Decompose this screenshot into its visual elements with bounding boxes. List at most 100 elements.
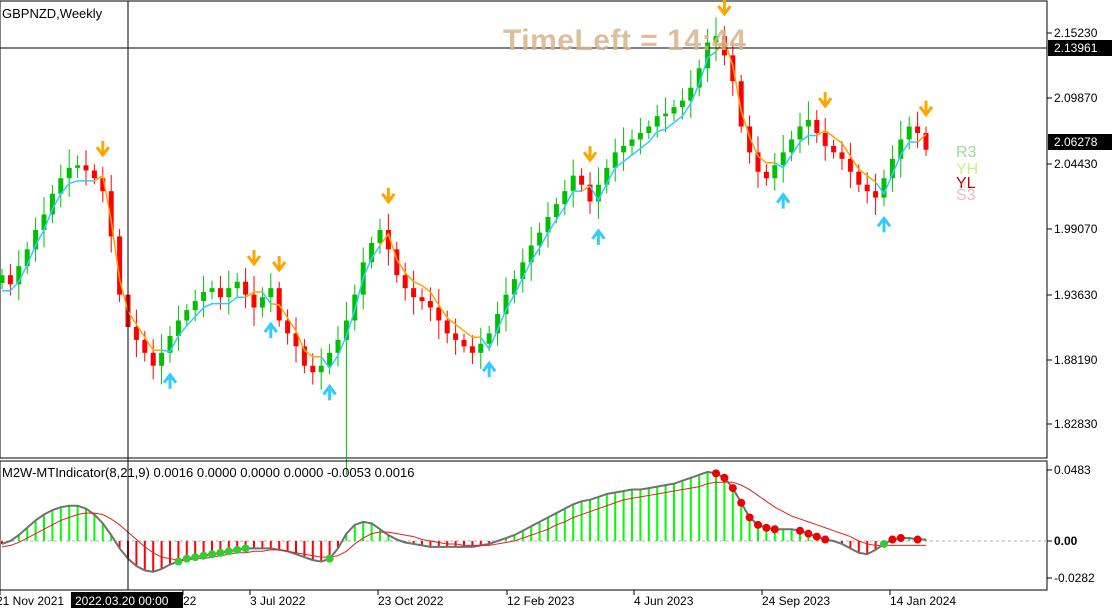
- signal-line: [1, 481, 926, 561]
- indicator-dot: [754, 520, 762, 529]
- sell-arrow-icon: [246, 249, 262, 267]
- indicator-pane[interactable]: [0, 460, 1048, 591]
- indicator-dot: [737, 498, 746, 507]
- time-tick-label: 21 Nov 2021: [0, 594, 64, 608]
- candle-body: [629, 139, 635, 146]
- level-label-yl: YL: [956, 175, 976, 192]
- indicator-dot: [191, 553, 200, 562]
- candle-body: [478, 343, 484, 353]
- price-tick-label: 1.88190: [1054, 353, 1098, 367]
- candle-body: [49, 193, 55, 215]
- candle-body: [713, 35, 719, 43]
- candle-body: [822, 132, 828, 146]
- candle-body: [66, 167, 72, 179]
- indicator-dot: [241, 544, 250, 553]
- candle-body: [797, 126, 803, 140]
- candle-body: [24, 249, 30, 267]
- candle-body: [293, 333, 299, 347]
- candle-body: [654, 116, 660, 127]
- candle-body: [402, 275, 408, 289]
- crosshair-price-box: [1048, 40, 1112, 56]
- candle-body: [545, 217, 551, 233]
- indicator-dot: [712, 469, 720, 478]
- indicator-dot: [804, 529, 813, 538]
- candle-body: [486, 333, 492, 344]
- candle-body: [663, 113, 669, 117]
- candle-body: [747, 126, 753, 153]
- candle-body: [679, 100, 685, 108]
- candle-body: [847, 158, 853, 172]
- candle-body: [503, 294, 509, 315]
- candle-body: [175, 320, 181, 336]
- indicator-dot: [896, 534, 905, 543]
- candle-body: [453, 333, 459, 340]
- candle-body: [41, 214, 47, 230]
- price-axis: 2.15230 2.09870 2.04430 1.99070 1.93630 1.881…: [1047, 26, 1112, 431]
- indicator-dot: [762, 523, 771, 532]
- downtrend-trail-line: [917, 133, 927, 143]
- price-tick-label: 2.09870: [1054, 91, 1098, 105]
- candle-body: [16, 266, 22, 285]
- signal-arrows-group: [95, 0, 934, 401]
- price-tick-label: 2.04430: [1054, 157, 1098, 171]
- buy-arrow-icon: [591, 228, 606, 245]
- uptrend-trail-line: [320, 245, 381, 370]
- buy-arrow-icon: [876, 215, 892, 233]
- candle-body: [537, 232, 543, 246]
- candle-body: [898, 139, 904, 159]
- buy-arrow-icon: [482, 360, 497, 378]
- price-tick-label: 1.82830: [1054, 417, 1098, 431]
- candle-body: [873, 191, 879, 198]
- candle-body: [133, 326, 139, 340]
- candle-body: [696, 68, 702, 88]
- candle-body: [495, 314, 501, 334]
- indicator-dot: [745, 513, 754, 522]
- buy-arrow-icon: [776, 192, 791, 209]
- candle-body: [411, 288, 417, 298]
- indicator-tick-label: 0.0483: [1054, 463, 1091, 477]
- downtrend-trail-line: [245, 291, 263, 298]
- buy-arrow-icon: [263, 321, 278, 339]
- downtrend-trail-line: [581, 185, 591, 192]
- uptrend-trail-line: [261, 291, 272, 305]
- indicator-dot: [888, 535, 897, 544]
- candle-body: [671, 107, 677, 114]
- candle-body: [705, 42, 711, 69]
- histogram-group: [1, 469, 927, 573]
- current-price-label: 2.06278: [1054, 135, 1098, 149]
- buy-arrow-icon: [162, 372, 178, 389]
- candle-body: [780, 152, 786, 166]
- indicator-dot: [182, 554, 191, 563]
- trailing-lines-group: [2, 38, 927, 370]
- candle-body: [234, 281, 240, 289]
- sell-arrow-icon: [818, 92, 833, 109]
- indicator-dot: [325, 554, 334, 563]
- uptrend-trail-line: [480, 190, 582, 351]
- uptrend-trail-line: [774, 134, 817, 169]
- uptrend-trail-line: [874, 141, 918, 196]
- indicator-dot: [199, 551, 208, 560]
- time-axis: 21 Nov 2021 22 3 Jul 2022 23 Oct 2022 12 Feb…: [0, 590, 956, 608]
- candle-body: [285, 320, 291, 334]
- crosshair-time-box: [71, 592, 183, 608]
- candle-body: [906, 126, 912, 140]
- indicator-dot: [208, 550, 216, 559]
- candle-body: [369, 242, 375, 263]
- candle-body: [117, 236, 123, 295]
- indicator-dot: [821, 535, 830, 544]
- uptrend-trail-line: [589, 50, 717, 202]
- indicator-dot: [796, 526, 804, 535]
- indicator-pane-frame: [0, 460, 1048, 591]
- candle-body: [604, 167, 610, 185]
- candle-body: [184, 310, 190, 321]
- time-tick-label: 22: [183, 594, 197, 608]
- sell-arrow-icon: [95, 141, 110, 158]
- candle-body: [58, 178, 64, 194]
- indicator-axis: 0.0483 0.00 -0.0282: [1047, 463, 1095, 585]
- candle-body: [209, 288, 215, 293]
- candle-body: [621, 145, 627, 153]
- indicator-dot: [224, 547, 233, 556]
